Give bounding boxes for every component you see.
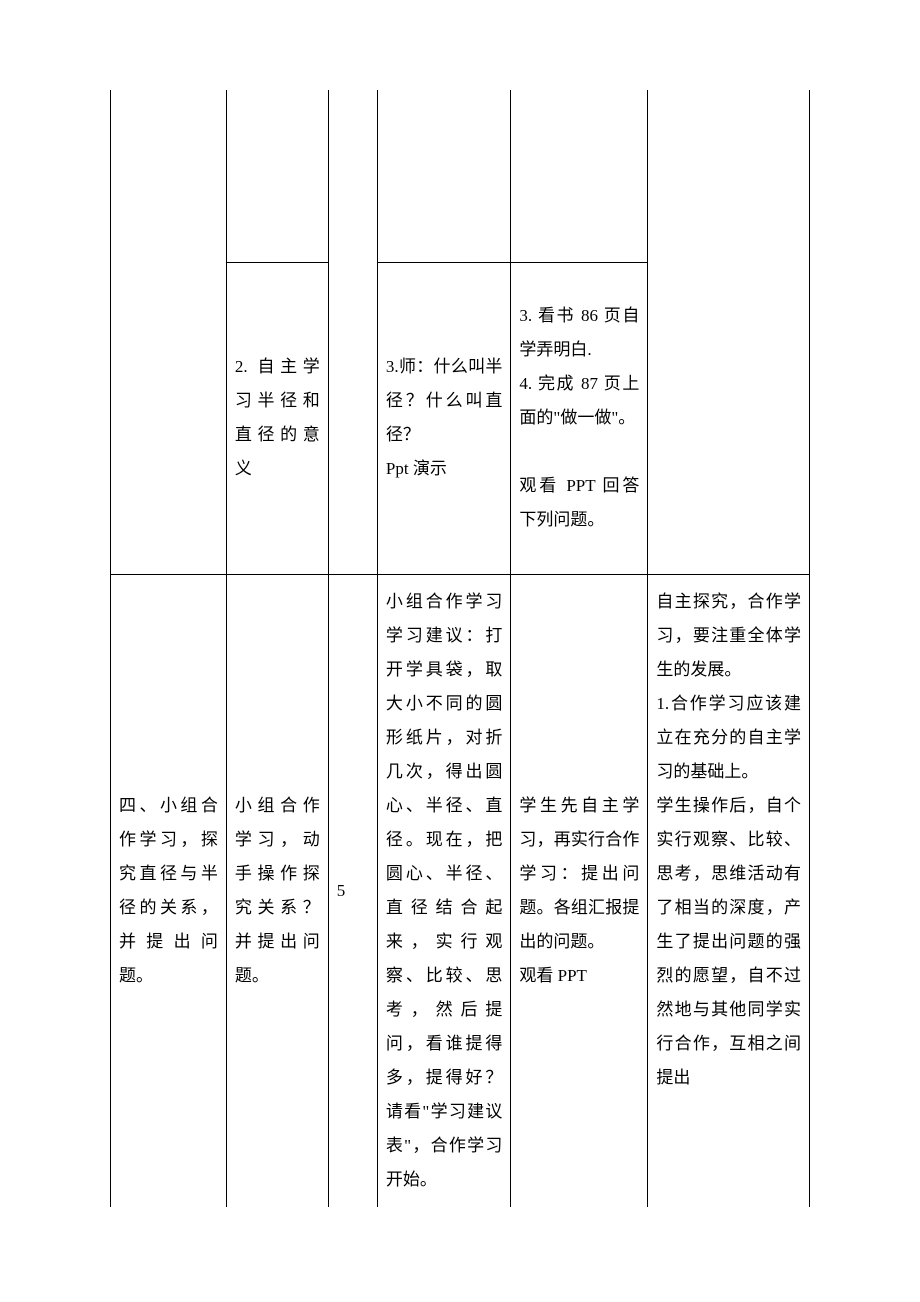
- cell-activity: 2. 自主学习半径和直径的意义: [226, 262, 328, 575]
- text: 3. 看书 86 页自学弄明白. 4. 完成 87 页上面的"做一做"。 观看 …: [519, 306, 639, 529]
- cell-activity: 小组合作学习，动手操作探究关系？并提出问题。: [226, 575, 328, 1208]
- cell-activity-cont: [226, 90, 328, 262]
- text: 小组合作学习，动手操作探究关系？并提出问题。: [235, 796, 320, 985]
- page: 2. 自主学习半径和直径的意义 3.师：什么叫半径？什么叫直径？ Ppt 演示 …: [0, 0, 920, 1267]
- text: 学生先自主学习，再实行合作学习：提出问题。各组汇报提出的问题。 观看 PPT: [519, 796, 639, 985]
- cell-stage: 四、小组合作学习，探究直径与半径的关系，并提出问题。: [111, 575, 227, 1208]
- cell-student: 学生先自主学习，再实行合作学习：提出问题。各组汇报提出的问题。 观看 PPT: [511, 575, 648, 1208]
- cell-notes: 自主探究，合作学习，要注重全体学生的发展。 1.合作学习应该建立在充分的自主学习…: [648, 575, 810, 1208]
- text: 小组合作学习学习建议：打开学具袋，取大小不同的圆形纸片，对折几次，得出圆心、半径…: [386, 592, 502, 1189]
- text: 自主探究，合作学习，要注重全体学生的发展。 1.合作学习应该建立在充分的自主学习…: [656, 592, 801, 1087]
- cell-notes: [648, 262, 810, 575]
- table-row: 2. 自主学习半径和直径的意义 3.师：什么叫半径？什么叫直径？ Ppt 演示 …: [111, 262, 810, 575]
- cell-teacher: 小组合作学习学习建议：打开学具袋，取大小不同的圆形纸片，对折几次，得出圆心、半径…: [377, 575, 510, 1208]
- cell-teacher-cont: [377, 90, 510, 262]
- table-row: 四、小组合作学习，探究直径与半径的关系，并提出问题。 小组合作学习，动手操作探究…: [111, 575, 810, 1208]
- text: 四、小组合作学习，探究直径与半径的关系，并提出问题。: [119, 796, 218, 985]
- cell-student: 3. 看书 86 页自学弄明白. 4. 完成 87 页上面的"做一做"。 观看 …: [511, 262, 648, 575]
- text: 2. 自主学习半径和直径的意义: [235, 357, 320, 478]
- cell-stage: [111, 90, 227, 262]
- text: 3.师：什么叫半径？什么叫直径？ Ppt 演示: [386, 357, 502, 478]
- cell-student-cont: [511, 90, 648, 262]
- cell-notes: [648, 90, 810, 262]
- lesson-table: 2. 自主学习半径和直径的意义 3.师：什么叫半径？什么叫直径？ Ppt 演示 …: [110, 90, 810, 1207]
- cell-time: [328, 262, 377, 575]
- cell-teacher: 3.师：什么叫半径？什么叫直径？ Ppt 演示: [377, 262, 510, 575]
- cell-time: 5: [328, 575, 377, 1208]
- cell-time: [328, 90, 377, 262]
- table-row: [111, 90, 810, 262]
- text: 5: [337, 881, 346, 900]
- cell-stage: [111, 262, 227, 575]
